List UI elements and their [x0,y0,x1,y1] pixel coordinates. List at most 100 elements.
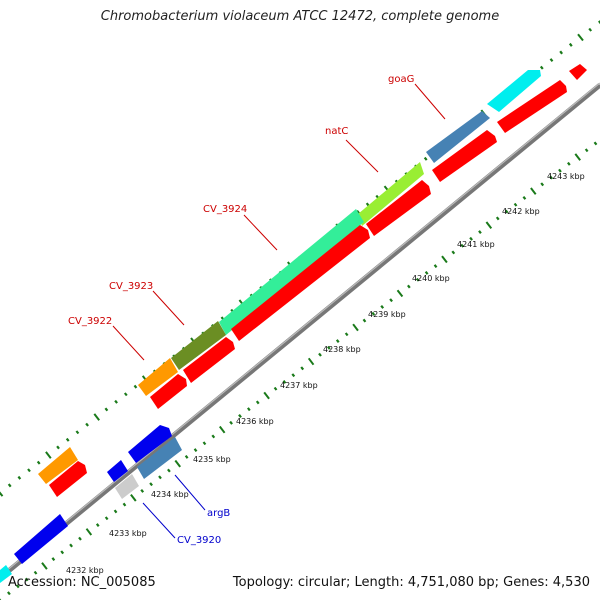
minor-tick [75,430,80,435]
minor-tick [51,557,56,562]
minor-tick [27,468,31,473]
gene-label-CV_3923: CV_3923 [109,281,153,292]
minor-tick [335,339,340,343]
minor-tick [104,516,109,521]
minor-tick [158,475,162,480]
gene-arrow-natC [358,162,424,226]
minor-tick [584,148,589,153]
gene-arrow-goaG [426,111,490,163]
minor-tick [78,536,82,541]
major-tick [530,187,537,195]
minor-tick [56,445,60,450]
CV_3920-leader [142,502,176,539]
minor-tick [273,386,278,391]
minor-tick [7,483,12,488]
minor-tick [193,448,198,453]
cds-arrow [432,130,497,182]
major-tick [0,491,4,497]
tick-label: 4238 kbp [323,345,361,354]
minor-tick [371,311,376,316]
tick-label: 4236 kbp [236,417,274,426]
tick-label: 4233 kbp [109,529,147,538]
cds-arrow [497,80,567,133]
major-tick [485,221,493,230]
minor-tick [407,284,411,289]
tick-label: 4242 kbp [502,207,540,216]
gene-arrow-CV_3923 [171,321,226,370]
minor-tick [593,141,598,146]
genome-summary-text: Topology: circular; Length: 4,751,080 bp… [232,575,590,590]
gene-arrow-steelblue-argB [137,437,182,479]
CV_3924-leader [243,214,278,251]
minor-tick [33,570,38,575]
minor-tick [451,250,456,255]
argB-leader [174,474,206,511]
minor-tick [123,392,128,397]
minor-tick [318,352,322,357]
minor-tick [389,298,393,303]
minor-tick [415,277,420,282]
minor-tick [460,243,465,248]
minor-tick [495,216,500,221]
minor-tick [211,434,216,439]
gene-label-natC: natC [325,126,348,137]
minor-tick [567,161,571,166]
major-tick [45,451,52,459]
minor-tick [588,27,593,32]
minor-tick [229,420,233,425]
tick-label: 4237 kbp [280,381,318,390]
minor-tick [344,332,349,337]
gene-arrow-blue-left [14,514,68,564]
gene-arrow-blue-mid [128,425,172,463]
minor-tick [549,175,553,180]
CV_3923-leader [152,290,185,326]
minor-tick [255,400,260,405]
minor-tick [540,182,545,187]
tick-label: 4240 kbp [412,274,450,283]
cds-arrow [569,64,587,80]
minor-tick [140,489,145,493]
minor-tick [60,550,65,555]
minor-tick [282,380,287,384]
minor-tick [133,384,138,389]
minor-tick [469,236,473,241]
minor-tick [423,156,428,161]
minor-tick [504,209,509,214]
minor-tick [69,543,73,548]
gene-arrow-cyan-top [487,70,541,112]
minor-tick [17,475,22,480]
minor-tick [167,468,171,473]
minor-tick [7,591,11,596]
minor-tick [149,482,153,487]
minor-tick [291,373,296,378]
gene-arrow-CV_3924 [219,209,364,335]
tick-label: 4241 kbp [457,240,495,249]
minor-tick [380,305,385,309]
gene-label-CV_3924: CV_3924 [203,204,247,215]
minor-tick [65,437,70,442]
gene-label-CV_3922: CV_3922 [68,316,112,327]
major-tick [307,357,315,366]
minor-tick [549,58,554,62]
map-title: Chromobacterium violaceum ATCC 12472, co… [100,9,500,24]
major-tick [574,153,581,161]
cds-arrow [49,461,87,497]
gene-label-goaG: goaG [388,74,414,85]
minor-tick [24,577,29,582]
genome-backbone [0,83,600,580]
minor-tick [327,345,331,350]
minor-tick [238,414,242,418]
major-tick [441,255,448,264]
major-tick [41,562,48,570]
goaG-leader [414,83,446,120]
minor-tick [247,407,251,412]
cds-arrow [366,180,431,236]
minor-tick [104,407,109,412]
minor-tick [184,454,189,459]
label-leaders [112,83,446,539]
gene-label-argB: argB [207,508,230,519]
gene-arrow-CV_3922 [138,358,178,396]
minor-tick [539,65,544,70]
minor-tick [113,509,118,514]
